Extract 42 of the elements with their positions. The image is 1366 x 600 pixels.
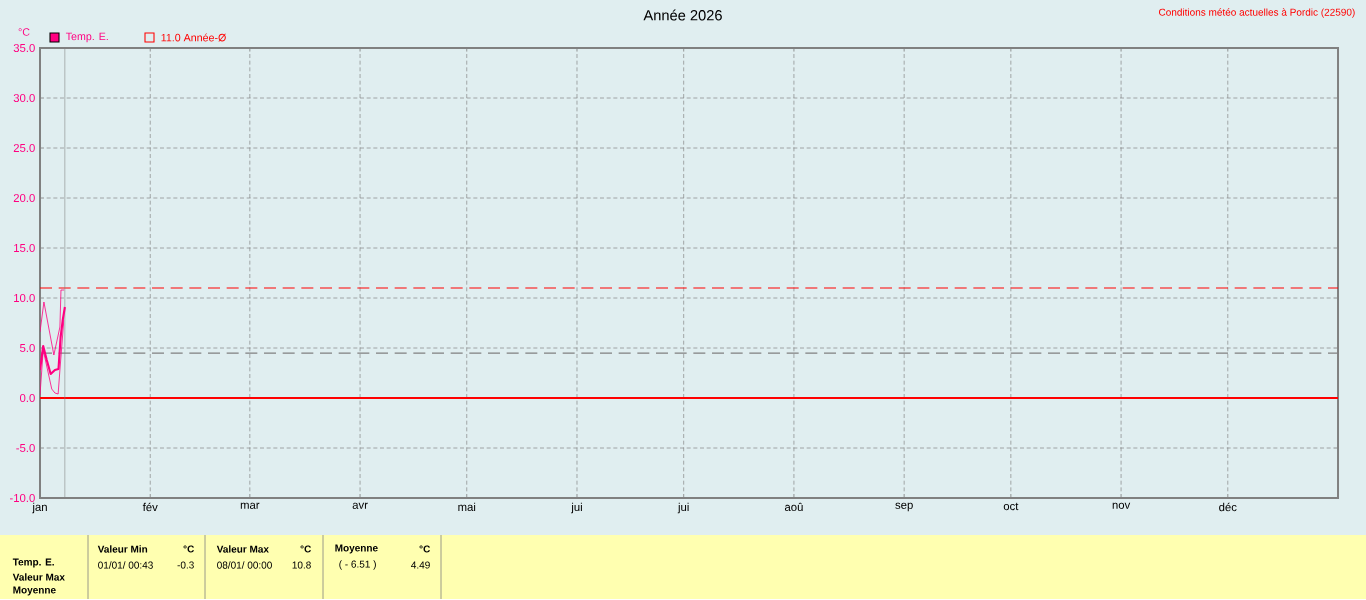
text: ( - 6.51 ): [339, 560, 376, 570]
x-tick-label: oct: [1003, 502, 1019, 511]
text: Temp. E.: [12, 558, 54, 568]
text: -0.3: [177, 561, 194, 569]
x-tick-label: avr: [352, 502, 368, 509]
y-tick-label: 30.0: [13, 94, 35, 103]
y-tick-label: 20.0: [13, 194, 35, 203]
text: 01/01/ 00:43: [98, 561, 153, 569]
text: 08/01/ 00:00: [217, 561, 272, 569]
y-tick-label: 35.0: [13, 44, 35, 53]
text: 4.49: [411, 561, 430, 569]
x-tick-label: déc: [1219, 502, 1237, 512]
x-tick-label: aoû: [784, 502, 803, 512]
y-tick-label: 0.0: [19, 394, 35, 403]
x-tick-label: mai: [458, 502, 476, 512]
x-tick-label: jui: [571, 502, 582, 514]
text: Valeur Max: [12, 573, 65, 581]
y-tick-label: 25.0: [13, 144, 35, 153]
y-tick-label: -5.0: [16, 444, 35, 453]
x-tick-label: fév: [142, 502, 158, 512]
text: °C: [300, 545, 312, 553]
y-tick-label: 15.0: [14, 244, 35, 253]
text: 10.8: [292, 561, 311, 569]
text: Conditions météo actuelles à Pordic (22590): [1159, 8, 1355, 18]
legend-label: Temp. E.: [65, 32, 108, 43]
x-tick-label: nov: [1112, 502, 1131, 509]
x-tick-label: jan: [32, 502, 47, 514]
x-tick-label: sep: [895, 502, 913, 512]
legend-label: 11.0 Année-Ø: [161, 33, 226, 42]
text: °C: [183, 545, 195, 553]
y-tick-label: 5.0: [20, 344, 35, 353]
text: Valeur Max: [216, 545, 269, 553]
y-axis-title: °C: [18, 28, 30, 36]
y-tick-label: 10.0: [14, 294, 35, 303]
text: Moyenne: [335, 544, 378, 554]
x-tick-label: mar: [240, 502, 260, 509]
x-tick-label: jui: [677, 502, 689, 514]
chart-title: Année 2026: [643, 9, 722, 21]
text: Valeur Min: [97, 545, 148, 553]
y-tick-label: -10.0: [9, 494, 35, 503]
text: Moyenne: [13, 586, 56, 596]
text: °C: [419, 545, 431, 553]
